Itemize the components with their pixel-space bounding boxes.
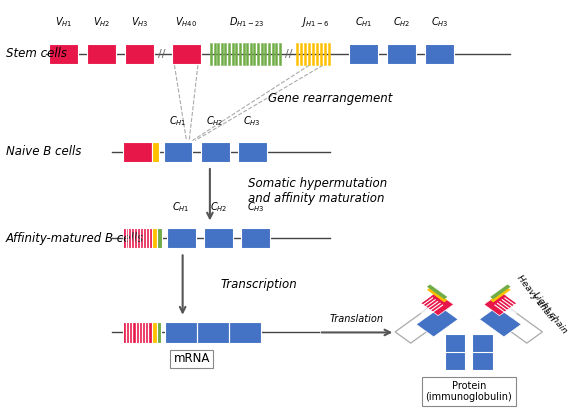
Polygon shape (395, 304, 450, 343)
Bar (201, 142, 229, 162)
Polygon shape (480, 307, 521, 337)
Bar (152, 228, 157, 248)
Text: Heavy chain: Heavy chain (515, 273, 557, 323)
Text: mRNA: mRNA (174, 353, 210, 366)
Text: Gene rearrangement: Gene rearrangement (267, 93, 392, 105)
Text: Translation: Translation (330, 314, 384, 324)
Bar (425, 44, 454, 64)
Bar (125, 44, 154, 64)
Text: $V_{H40}$: $V_{H40}$ (175, 16, 197, 29)
Text: $C_{H1}$: $C_{H1}$ (172, 200, 190, 214)
Polygon shape (484, 292, 517, 316)
Bar (157, 228, 162, 248)
Polygon shape (421, 292, 454, 316)
Polygon shape (427, 288, 447, 302)
Bar (122, 142, 152, 162)
Text: $C_{H3}$: $C_{H3}$ (243, 114, 261, 128)
Text: $C_{H3}$: $C_{H3}$ (247, 200, 264, 214)
Bar (445, 335, 465, 370)
Bar (49, 44, 78, 64)
Bar (237, 142, 267, 162)
Bar (349, 44, 378, 64)
Polygon shape (490, 284, 511, 299)
Text: Affinity-matured B cells: Affinity-matured B cells (6, 232, 144, 245)
Bar (152, 142, 159, 162)
Bar (167, 228, 196, 248)
Text: $V_{H2}$: $V_{H2}$ (93, 16, 110, 29)
Text: $V_{H1}$: $V_{H1}$ (55, 16, 72, 29)
Text: $J_{H1-6}$: $J_{H1-6}$ (301, 16, 329, 29)
Polygon shape (488, 304, 542, 343)
Text: $C_{H2}$: $C_{H2}$ (393, 16, 410, 29)
Bar (163, 142, 193, 162)
Bar (165, 322, 260, 343)
Text: $C_{H3}$: $C_{H3}$ (431, 16, 448, 29)
Bar (473, 335, 493, 370)
Bar (122, 228, 152, 248)
Text: Stem cells: Stem cells (6, 47, 67, 60)
Text: $V_{H3}$: $V_{H3}$ (131, 16, 148, 29)
Text: Transcription: Transcription (221, 279, 297, 291)
Text: Protein
(immunoglobulin): Protein (immunoglobulin) (426, 381, 512, 402)
Bar (157, 322, 162, 343)
Text: $C_{H2}$: $C_{H2}$ (210, 200, 227, 214)
Text: $D_{H1-23}$: $D_{H1-23}$ (229, 16, 265, 29)
Bar (87, 44, 116, 64)
Text: $C_{H1}$: $C_{H1}$ (169, 114, 187, 128)
Text: Light chain: Light chain (531, 290, 569, 335)
Polygon shape (427, 284, 447, 299)
Polygon shape (416, 307, 458, 337)
Bar (152, 322, 157, 343)
Bar (387, 44, 416, 64)
Text: Naive B cells: Naive B cells (6, 145, 81, 158)
Text: //: // (158, 49, 166, 59)
Bar (122, 322, 152, 343)
Text: $C_{H1}$: $C_{H1}$ (355, 16, 372, 29)
Bar (204, 228, 233, 248)
Bar (172, 44, 201, 64)
Text: //: // (285, 49, 293, 59)
Polygon shape (490, 288, 511, 302)
Text: Somatic hypermutation
and affinity maturation: Somatic hypermutation and affinity matur… (248, 177, 388, 205)
Text: $C_{H2}$: $C_{H2}$ (206, 114, 224, 128)
Bar (241, 228, 270, 248)
